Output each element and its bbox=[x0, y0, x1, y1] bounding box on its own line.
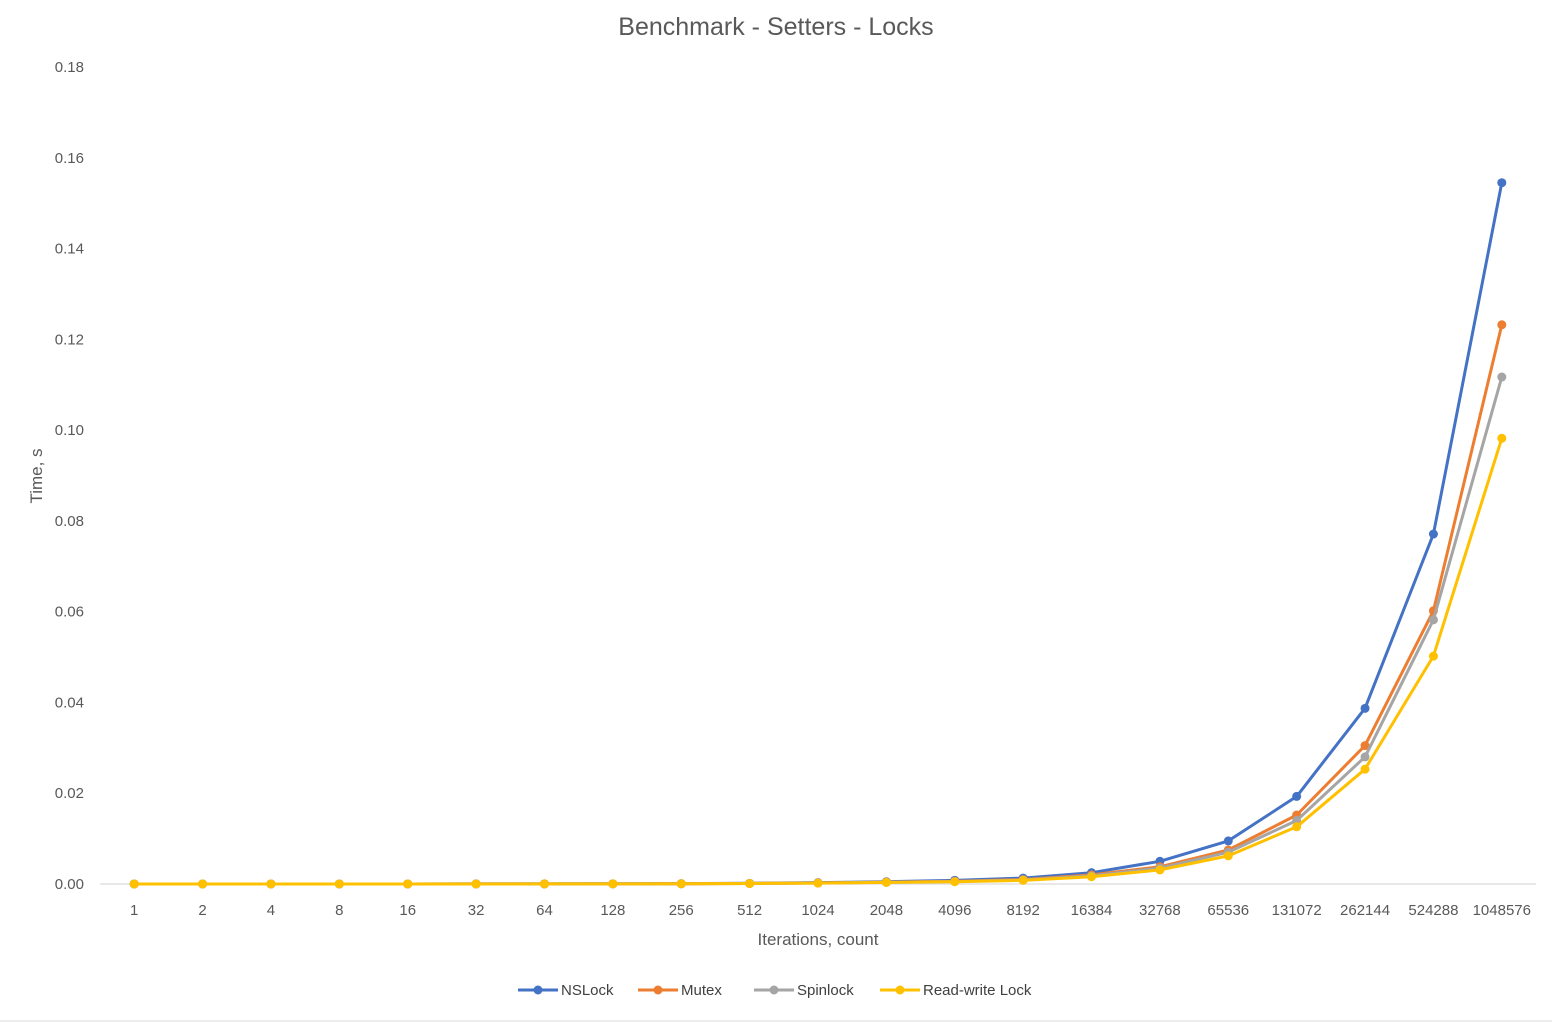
series-mutex bbox=[129, 320, 1507, 889]
series-line bbox=[132, 181, 1504, 886]
x-tick-label: 512 bbox=[737, 902, 762, 919]
data-point bbox=[950, 877, 960, 887]
data-point bbox=[1360, 741, 1370, 751]
x-tick-label: 524288 bbox=[1408, 902, 1458, 919]
data-point bbox=[403, 879, 413, 889]
data-point bbox=[1428, 615, 1438, 625]
data-point bbox=[1360, 752, 1370, 762]
data-point bbox=[266, 879, 276, 889]
legend-item: Spinlock bbox=[754, 982, 854, 999]
series-nslock bbox=[129, 178, 1507, 889]
x-tick-label: 2048 bbox=[870, 902, 903, 919]
data-point bbox=[1292, 815, 1302, 825]
data-point bbox=[1223, 836, 1233, 846]
data-point bbox=[1428, 651, 1438, 661]
x-tick-label: 2 bbox=[198, 902, 206, 919]
x-axis-title: Iterations, count bbox=[758, 930, 879, 949]
y-tick-label: 0.18 bbox=[55, 59, 84, 76]
x-tick-label: 4096 bbox=[938, 902, 971, 919]
data-point bbox=[1223, 851, 1233, 861]
data-point bbox=[881, 877, 891, 887]
x-tick-label: 256 bbox=[669, 902, 694, 919]
x-tick-label: 65536 bbox=[1207, 902, 1249, 919]
data-point bbox=[1155, 865, 1165, 875]
legend-label: NSLock bbox=[561, 982, 614, 999]
data-point bbox=[1087, 872, 1097, 882]
x-tick-label: 16 bbox=[399, 902, 416, 919]
y-tick-label: 0.02 bbox=[55, 785, 84, 802]
x-tick-label: 128 bbox=[600, 902, 625, 919]
data-point bbox=[1018, 875, 1028, 885]
series-layer bbox=[129, 178, 1507, 889]
data-point bbox=[1292, 822, 1302, 832]
data-point bbox=[471, 879, 481, 889]
data-point bbox=[1428, 529, 1438, 539]
legend-item: Read-write Lock bbox=[880, 982, 1032, 999]
y-tick-label: 0.16 bbox=[55, 150, 84, 167]
data-point bbox=[608, 879, 618, 889]
legend-item: NSLock bbox=[518, 982, 614, 999]
data-point bbox=[1497, 178, 1507, 188]
x-axis-ticks: 1 2 4 8 16 32 64 128 256 512 1024 2048 4096 8192 16384… bbox=[130, 902, 1531, 919]
data-point bbox=[1360, 764, 1370, 774]
data-point bbox=[745, 879, 755, 889]
y-tick-label: 0.10 bbox=[55, 422, 84, 439]
y-axis-ticks: 0.00 0.02 0.04 0.06 0.08 0.10 0.12 0.14 0.16 0.18 bbox=[55, 59, 84, 893]
x-tick-label: 16384 bbox=[1071, 902, 1113, 919]
legend-label: Spinlock bbox=[797, 982, 854, 999]
x-tick-label: 131072 bbox=[1272, 902, 1322, 919]
y-tick-label: 0.04 bbox=[55, 694, 84, 711]
legend-label: Read-write Lock bbox=[923, 982, 1032, 999]
x-tick-label: 1024 bbox=[801, 902, 834, 919]
x-tick-label: 64 bbox=[536, 902, 553, 919]
x-tick-label: 8192 bbox=[1006, 902, 1039, 919]
legend-label: Mutex bbox=[681, 982, 722, 999]
x-tick-label: 1048576 bbox=[1473, 902, 1531, 919]
data-point bbox=[1360, 703, 1370, 713]
x-tick-label: 8 bbox=[335, 902, 343, 919]
data-point bbox=[334, 879, 344, 889]
data-point bbox=[1497, 372, 1507, 382]
y-tick-label: 0.06 bbox=[55, 604, 84, 621]
chart-title: Benchmark - Setters - Locks bbox=[618, 13, 933, 41]
y-axis-title: Time, s bbox=[27, 448, 46, 503]
legend-item: Mutex bbox=[638, 982, 722, 999]
y-tick-label: 0.12 bbox=[55, 331, 84, 348]
y-tick-label: 0.00 bbox=[55, 876, 84, 893]
data-point bbox=[539, 879, 549, 889]
legend-swatch-marker bbox=[533, 985, 543, 995]
x-tick-label: 4 bbox=[267, 902, 275, 919]
legend-swatch-marker bbox=[895, 985, 905, 995]
legend-swatch-marker bbox=[653, 985, 663, 995]
data-point bbox=[129, 879, 139, 889]
data-point bbox=[198, 879, 208, 889]
legend: NSLock Mutex Spinlock Read-write Lock bbox=[518, 982, 1032, 999]
legend-swatch-marker bbox=[769, 985, 779, 995]
data-point bbox=[1292, 791, 1302, 801]
x-tick-label: 1 bbox=[130, 902, 138, 919]
x-tick-label: 32768 bbox=[1139, 902, 1181, 919]
data-point bbox=[676, 879, 686, 889]
y-tick-label: 0.08 bbox=[55, 513, 84, 530]
data-point bbox=[813, 878, 823, 888]
data-point bbox=[1497, 320, 1507, 330]
x-tick-label: 262144 bbox=[1340, 902, 1390, 919]
data-point bbox=[1497, 433, 1507, 443]
series-line bbox=[132, 375, 1504, 886]
x-tick-label: 32 bbox=[468, 902, 485, 919]
y-tick-label: 0.14 bbox=[55, 241, 84, 258]
series-read-write-lock bbox=[129, 433, 1507, 889]
